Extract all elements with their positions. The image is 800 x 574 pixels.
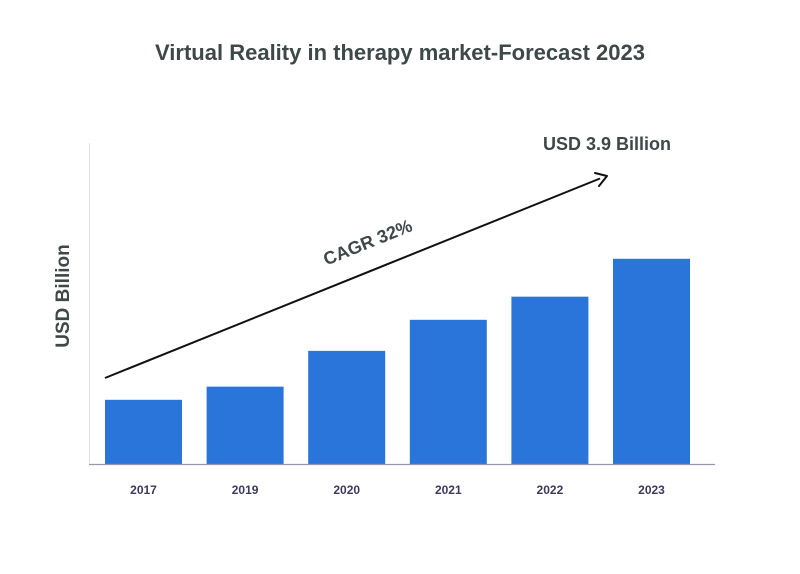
x-tick-label: 2021: [435, 483, 462, 497]
cagr-annotation: CAGR 32%: [320, 216, 415, 270]
x-tick-label: 2022: [537, 483, 564, 497]
bar-2019: [206, 386, 284, 464]
bar-2021: [409, 319, 487, 464]
chart-title: Virtual Reality in therapy market-Foreca…: [155, 40, 645, 65]
growth-arrow-line: [104, 177, 601, 379]
y-axis-label: USD Billion: [53, 244, 74, 347]
x-tick-label: 2017: [130, 483, 157, 497]
x-tick-label: 2019: [232, 483, 259, 497]
bar-2020: [308, 350, 386, 464]
bar-2022: [511, 296, 589, 464]
arrowhead-icon: [594, 172, 608, 187]
bar-2023: [613, 258, 690, 464]
x-tick-label: 2023: [638, 483, 665, 497]
end-value-annotation: USD 3.9 Billion: [543, 134, 671, 154]
x-tick-label: 2020: [333, 483, 360, 497]
bar-2017: [105, 399, 182, 464]
